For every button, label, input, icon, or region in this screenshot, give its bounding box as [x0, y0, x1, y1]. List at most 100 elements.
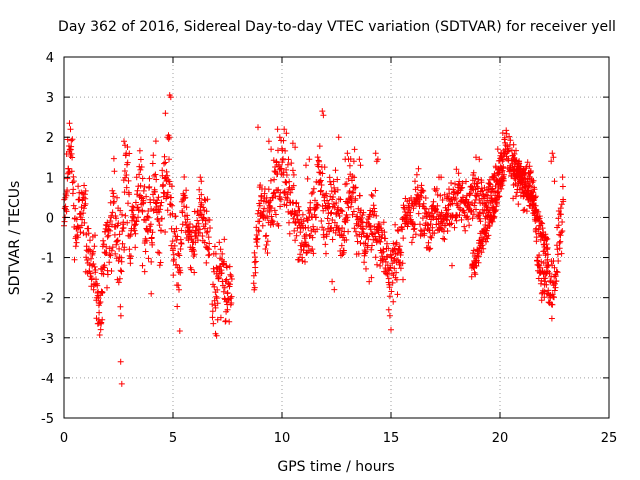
data-point — [496, 193, 503, 200]
data-point — [429, 224, 436, 231]
data-point — [115, 220, 122, 227]
data-point — [448, 180, 455, 186]
data-point — [161, 190, 168, 197]
x-tick-label: 0 — [60, 431, 68, 446]
data-point — [346, 162, 353, 169]
data-point — [483, 238, 489, 245]
data-point — [257, 182, 264, 189]
data-point — [517, 163, 524, 170]
data-point — [113, 215, 119, 222]
data-point — [262, 246, 269, 252]
data-point — [119, 211, 125, 218]
data-point — [120, 224, 127, 231]
data-point — [215, 274, 222, 281]
data-point — [376, 221, 383, 228]
data-point — [284, 161, 291, 168]
data-point — [343, 180, 350, 187]
data-point — [108, 268, 115, 274]
data-point — [471, 199, 478, 206]
y-tick-label: 0 — [46, 211, 54, 226]
data-point — [84, 257, 91, 263]
data-point — [306, 156, 313, 163]
data-point — [71, 256, 78, 263]
data-point — [116, 231, 123, 238]
data-point — [188, 236, 195, 242]
data-point — [393, 239, 400, 246]
data-point — [386, 312, 393, 319]
data-point — [218, 270, 225, 277]
data-point — [316, 158, 322, 165]
data-point — [283, 130, 290, 137]
data-point — [530, 177, 537, 184]
data-point — [478, 249, 485, 256]
data-point — [386, 284, 393, 291]
data-point — [228, 273, 235, 280]
data-point — [292, 144, 299, 151]
data-point — [69, 136, 76, 143]
data-point — [301, 235, 308, 242]
y-tick-label: 1 — [46, 171, 54, 186]
data-point — [553, 278, 560, 284]
data-point — [296, 256, 302, 263]
data-point — [518, 178, 525, 185]
data-point — [363, 265, 369, 272]
data-point — [419, 215, 426, 222]
data-point — [555, 215, 562, 222]
data-point — [183, 187, 190, 194]
data-point — [465, 199, 472, 205]
data-point — [546, 270, 553, 277]
data-point — [326, 228, 333, 235]
data-point — [327, 210, 334, 217]
data-point — [385, 275, 392, 282]
data-point — [331, 219, 338, 226]
data-point — [368, 246, 375, 253]
data-point — [190, 248, 197, 254]
x-tick-label: 10 — [274, 431, 291, 446]
data-point — [486, 222, 493, 229]
data-point — [426, 227, 433, 234]
data-point — [410, 234, 416, 241]
data-point — [107, 227, 113, 234]
data-point — [63, 208, 70, 215]
data-point — [227, 271, 234, 278]
data-point — [198, 191, 205, 198]
data-point — [109, 244, 116, 251]
data-point — [152, 138, 159, 145]
data-point — [470, 211, 477, 218]
x-tick-labels: 0 5 10 15 20 25 — [60, 431, 617, 446]
y-tick-label: -3 — [41, 332, 54, 347]
data-point — [271, 176, 278, 183]
data-point — [318, 218, 325, 224]
data-point — [415, 165, 422, 172]
data-point — [69, 179, 76, 186]
data-point — [203, 208, 210, 215]
data-point — [155, 249, 161, 256]
data-point — [272, 164, 279, 170]
data-point — [212, 304, 219, 311]
data-point — [498, 185, 505, 192]
data-point — [96, 300, 103, 307]
data-point — [110, 190, 117, 197]
data-point — [557, 232, 564, 239]
data-point — [200, 204, 207, 211]
data-point — [115, 279, 122, 286]
data-point — [437, 192, 444, 199]
data-point — [544, 263, 551, 269]
data-point — [66, 120, 73, 127]
data-point — [548, 315, 555, 322]
data-point — [474, 180, 481, 187]
data-point — [396, 243, 403, 250]
data-point — [377, 262, 384, 269]
data-point — [494, 200, 500, 207]
data-point — [203, 229, 210, 236]
data-point — [368, 274, 375, 281]
data-point — [224, 306, 231, 313]
data-point — [505, 155, 512, 162]
data-point — [106, 259, 113, 266]
data-point — [174, 303, 181, 310]
data-point — [320, 227, 327, 233]
data-point — [151, 188, 158, 195]
data-point — [117, 312, 124, 319]
data-point — [555, 222, 562, 229]
data-point — [98, 320, 105, 327]
